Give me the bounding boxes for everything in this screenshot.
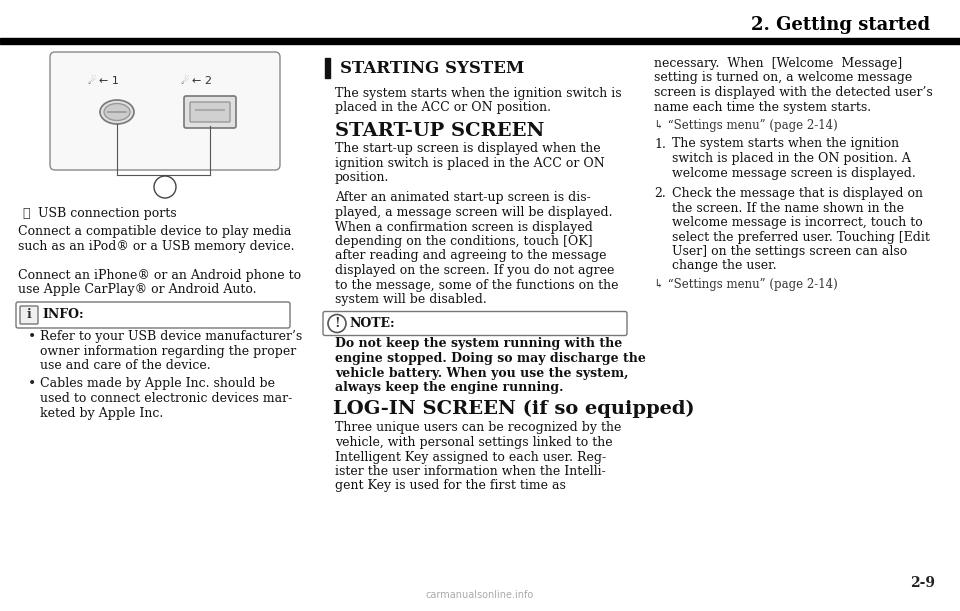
Text: gent Key is used for the first time as: gent Key is used for the first time as (335, 480, 565, 492)
Text: depending on the conditions, touch [OK]: depending on the conditions, touch [OK] (335, 235, 592, 248)
Text: such as an iPod® or a USB memory device.: such as an iPod® or a USB memory device. (18, 240, 295, 253)
Text: owner information regarding the proper: owner information regarding the proper (40, 345, 297, 357)
Text: welcome message is incorrect, touch to: welcome message is incorrect, touch to (672, 216, 923, 229)
Text: •: • (28, 378, 36, 392)
Text: Refer to your USB device manufacturer’s: Refer to your USB device manufacturer’s (40, 330, 302, 343)
Text: name each time the system starts.: name each time the system starts. (654, 100, 871, 114)
Text: carmanualsonline.info: carmanualsonline.info (426, 590, 534, 600)
Text: setting is turned on, a welcome message: setting is turned on, a welcome message (654, 71, 912, 84)
Text: displayed on the screen. If you do not agree: displayed on the screen. If you do not a… (335, 264, 614, 277)
Text: Three unique users can be recognized by the: Three unique users can be recognized by … (335, 422, 621, 434)
Text: The system starts when the ignition switch is: The system starts when the ignition swit… (335, 87, 622, 100)
Text: •: • (28, 330, 36, 344)
Text: use Apple CarPlay® or Android Auto.: use Apple CarPlay® or Android Auto. (18, 284, 256, 296)
Text: User] on the settings screen can also: User] on the settings screen can also (672, 245, 907, 258)
Text: vehicle battery. When you use the system,: vehicle battery. When you use the system… (335, 367, 629, 379)
Text: used to connect electronic devices mar-: used to connect electronic devices mar- (40, 392, 292, 405)
Text: necessary.  When  [Welcome  Message]: necessary. When [Welcome Message] (654, 57, 902, 70)
Text: played, a message screen will be displayed.: played, a message screen will be display… (335, 206, 612, 219)
Text: Do not keep the system running with the: Do not keep the system running with the (335, 337, 622, 351)
Text: the screen. If the name shown in the: the screen. If the name shown in the (672, 202, 904, 214)
Text: NOTE:: NOTE: (349, 317, 395, 330)
Text: After an animated start-up screen is dis-: After an animated start-up screen is dis… (335, 191, 590, 205)
Text: after reading and agreeing to the message: after reading and agreeing to the messag… (335, 249, 607, 263)
Text: select the preferred user. Touching [Edit: select the preferred user. Touching [Edi… (672, 230, 930, 244)
Text: Connect an iPhone® or an Android phone to: Connect an iPhone® or an Android phone t… (18, 269, 301, 282)
Circle shape (328, 315, 346, 332)
Bar (0, 43, 960, 44)
Text: placed in the ACC or ON position.: placed in the ACC or ON position. (335, 101, 551, 114)
FancyBboxPatch shape (20, 306, 38, 324)
Text: system will be disabled.: system will be disabled. (335, 293, 487, 306)
FancyBboxPatch shape (323, 312, 627, 335)
Text: Check the message that is displayed on: Check the message that is displayed on (672, 187, 923, 200)
Text: i: i (27, 309, 32, 321)
Text: ister the user information when the Intelli-: ister the user information when the Inte… (335, 465, 606, 478)
Text: ← 2: ← 2 (192, 76, 212, 86)
Text: switch is placed in the ON position. A: switch is placed in the ON position. A (672, 152, 911, 165)
Text: ← 1: ← 1 (99, 76, 119, 86)
Text: 2-9: 2-9 (910, 576, 935, 590)
Text: Cables made by Apple Inc. should be: Cables made by Apple Inc. should be (40, 378, 275, 390)
Text: When a confirmation screen is displayed: When a confirmation screen is displayed (335, 221, 593, 233)
Text: Connect a compatible device to play media: Connect a compatible device to play medi… (18, 225, 292, 238)
Text: 1.: 1. (654, 137, 666, 150)
Text: 1: 1 (161, 180, 169, 194)
Text: ☄: ☄ (87, 76, 96, 86)
Text: change the user.: change the user. (672, 260, 777, 273)
Text: The system starts when the ignition: The system starts when the ignition (672, 137, 900, 150)
Text: !: ! (334, 317, 340, 330)
FancyBboxPatch shape (50, 52, 280, 170)
Text: welcome message screen is displayed.: welcome message screen is displayed. (672, 167, 916, 180)
Ellipse shape (100, 100, 134, 124)
Text: 2.: 2. (654, 187, 665, 200)
Ellipse shape (104, 103, 130, 120)
Text: use and care of the device.: use and care of the device. (40, 359, 210, 372)
Text: ☄: ☄ (180, 76, 189, 86)
Text: keted by Apple Inc.: keted by Apple Inc. (40, 406, 163, 420)
FancyBboxPatch shape (184, 96, 236, 128)
Bar (0, 38, 960, 42)
FancyBboxPatch shape (190, 102, 230, 122)
Text: always keep the engine running.: always keep the engine running. (335, 381, 564, 394)
Text: 2. Getting started: 2. Getting started (751, 16, 930, 34)
Text: engine stopped. Doing so may discharge the: engine stopped. Doing so may discharge t… (335, 352, 646, 365)
Text: Intelligent Key assigned to each user. Reg-: Intelligent Key assigned to each user. R… (335, 450, 606, 464)
Text: STARTING SYSTEM: STARTING SYSTEM (340, 60, 524, 77)
Text: ↳ “Settings menu” (page 2-14): ↳ “Settings menu” (page 2-14) (654, 278, 838, 291)
Text: The start-up screen is displayed when the: The start-up screen is displayed when th… (335, 142, 601, 155)
Text: START-UP SCREEN: START-UP SCREEN (335, 122, 544, 140)
Text: USB connection ports: USB connection ports (38, 207, 177, 220)
Circle shape (154, 176, 176, 198)
Bar (325, 58, 330, 78)
FancyBboxPatch shape (16, 302, 290, 328)
Text: screen is displayed with the detected user’s: screen is displayed with the detected us… (654, 86, 933, 99)
Text: ①: ① (22, 207, 30, 220)
Text: ↳ “Settings menu” (page 2-14): ↳ “Settings menu” (page 2-14) (654, 119, 838, 132)
Text: ignition switch is placed in the ACC or ON: ignition switch is placed in the ACC or … (335, 156, 605, 169)
Text: position.: position. (335, 171, 390, 184)
Text: INFO:: INFO: (42, 309, 84, 321)
Text: vehicle, with personal settings linked to the: vehicle, with personal settings linked t… (335, 436, 612, 449)
Text: LOG-IN SCREEN (if so equipped): LOG-IN SCREEN (if so equipped) (333, 400, 695, 418)
Text: to the message, some of the functions on the: to the message, some of the functions on… (335, 279, 618, 291)
